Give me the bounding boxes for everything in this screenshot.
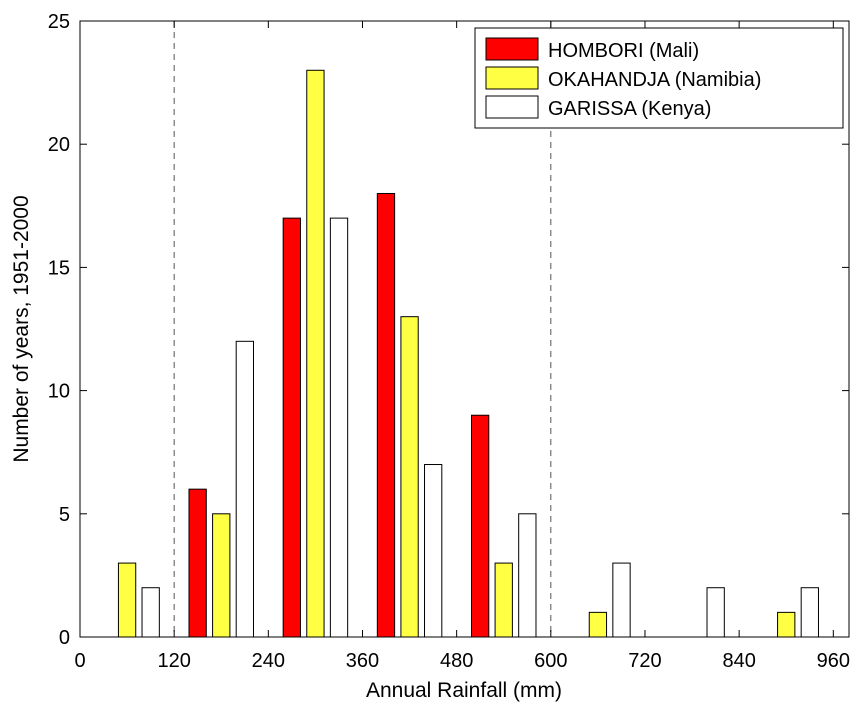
y-tick-label: 15: [48, 257, 70, 279]
y-tick-label: 20: [48, 134, 70, 156]
legend-label-hombori-mali: HOMBORI (Mali): [548, 40, 699, 62]
bar-okahandja-namibia-420: [400, 316, 419, 638]
bar-hombori-mali-180: [188, 488, 207, 638]
bar-okahandja-namibia-660: [588, 611, 608, 638]
bar-hombori-mali-300: [282, 217, 301, 638]
legend-swatch-hombori-mali: [485, 37, 539, 61]
x-tick-label: 120: [157, 650, 190, 672]
x-tick-label: 840: [722, 650, 755, 672]
bar-okahandja-namibia-900: [777, 611, 796, 638]
bar-hombori-mali-540: [470, 414, 490, 638]
x-tick-label: 960: [817, 650, 850, 672]
bar-okahandja-namibia-180: [212, 513, 231, 638]
bar-garissa-kenya-540: [518, 513, 537, 638]
bar-hombori-mali-420: [376, 192, 396, 638]
x-tick-label: 240: [252, 650, 285, 672]
bar-garissa-kenya-660: [612, 562, 631, 638]
bar-garissa-kenya-60: [141, 587, 160, 638]
x-axis-label: Annual Rainfall (mm): [366, 679, 562, 702]
bar-garissa-kenya-300: [329, 217, 349, 638]
legend: HOMBORI (Mali) OKAHANDJA (Namibia) GARISSA…: [474, 27, 844, 129]
legend-label-garissa-kenya: GARISSA (Kenya): [548, 98, 711, 120]
x-tick-label: 360: [346, 650, 379, 672]
legend-swatch-garissa-kenya: [485, 95, 539, 119]
x-tick-label: 720: [628, 650, 661, 672]
bar-okahandja-namibia-300: [306, 69, 325, 638]
legend-swatch-okahandja-namibia: [485, 66, 539, 90]
y-tick-label: 0: [59, 627, 70, 649]
y-tick-label: 5: [59, 504, 70, 526]
bar-garissa-kenya-420: [424, 464, 443, 638]
x-tick-label: 0: [74, 650, 85, 672]
bar-garissa-kenya-180: [235, 340, 254, 638]
x-tick-label: 480: [440, 650, 473, 672]
bar-garissa-kenya-780: [706, 587, 725, 638]
bar-okahandja-namibia-540: [494, 562, 513, 638]
bar-garissa-kenya-900: [800, 587, 819, 638]
y-tick-label: 25: [48, 11, 70, 33]
y-axis-label: Number of years, 1951-2000: [10, 195, 33, 462]
plot-frame: [79, 20, 850, 638]
x-tick-label: 600: [534, 650, 567, 672]
bar-okahandja-namibia-60: [117, 562, 137, 638]
legend-label-okahandja-namibia: OKAHANDJA (Namibia): [548, 69, 761, 91]
y-tick-label: 10: [48, 381, 70, 403]
